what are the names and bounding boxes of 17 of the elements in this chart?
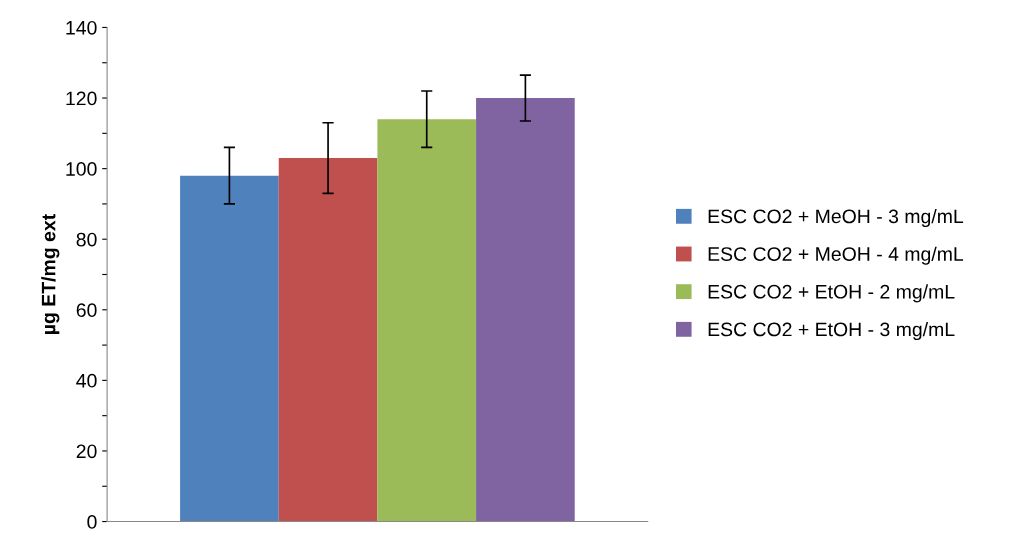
bar: [180, 175, 279, 522]
bar: [278, 158, 378, 522]
y-tick-label: 120: [66, 91, 97, 106]
legend-label: ESC CO2 + MeOH - 4 mg/mL: [708, 246, 964, 265]
y-axis-title: µg ET/mg ext: [41, 214, 60, 334]
y-tick-label: 0: [87, 515, 97, 529]
legend-label: ESC CO2 + EtOH - 3 mg/mL: [708, 322, 955, 341]
y-tick-label: 60: [76, 303, 97, 318]
legend-label: ESC CO2 + EtOH - 2 mg/mL: [708, 284, 955, 303]
y-tick-label: 140: [66, 20, 97, 35]
y-tick-label: 20: [76, 444, 97, 459]
bar: [377, 119, 477, 522]
legend-label: ESC CO2 + MeOH - 3 mg/mL: [708, 208, 964, 228]
y-tick-label: 40: [76, 373, 97, 388]
y-tick-label: 100: [66, 162, 97, 176]
y-tick-label: 80: [76, 232, 97, 247]
bar: [476, 98, 575, 522]
